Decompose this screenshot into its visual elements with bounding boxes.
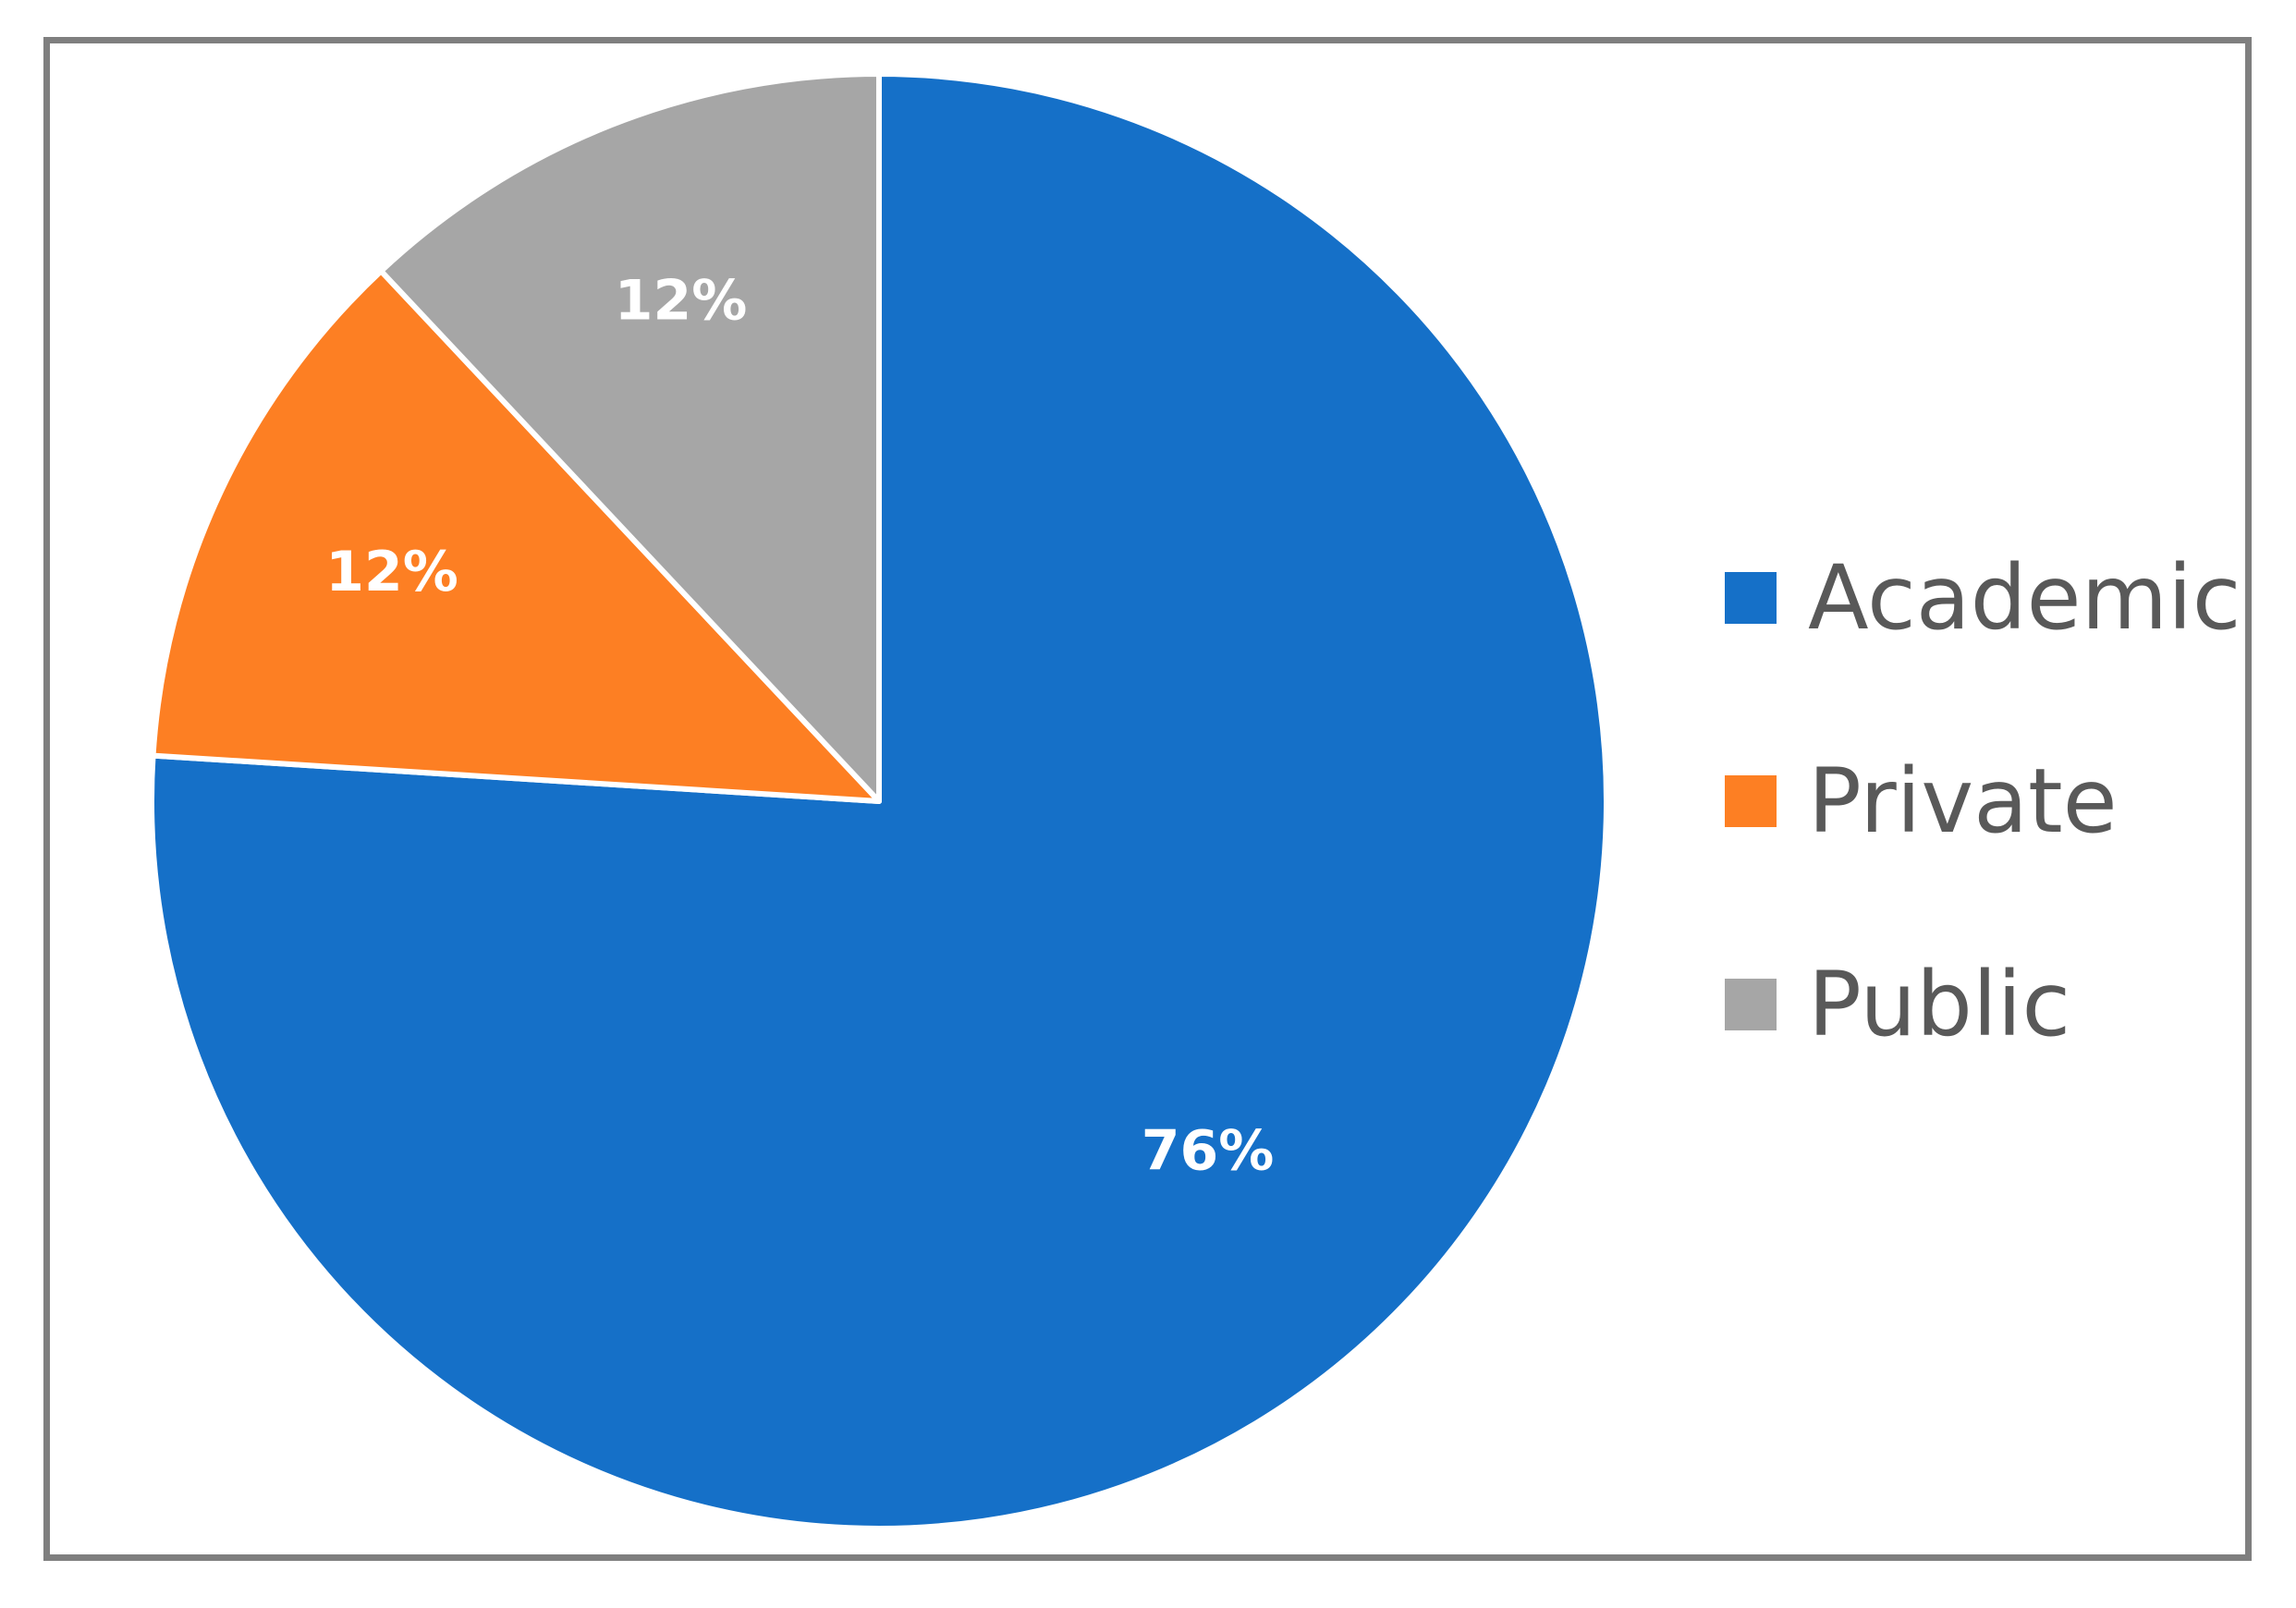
legend-swatch-private	[1725, 775, 1777, 827]
pie-chart: 76% 12% 12%	[149, 71, 1609, 1531]
legend-swatch-public	[1725, 979, 1777, 1030]
legend-item-academic: Academic	[1725, 496, 2241, 700]
legend-label-private: Private	[1808, 749, 2118, 853]
data-label-academic: 76%	[1142, 1119, 1275, 1184]
pie-slice-public	[378, 71, 882, 804]
legend-swatch-academic	[1725, 572, 1777, 624]
data-label-private: 12%	[325, 540, 458, 604]
legend-label-public: Public	[1808, 953, 2071, 1056]
chart-legend: Academic Private Public	[1725, 496, 2241, 1106]
data-label-public: 12%	[615, 269, 748, 334]
pie-slice-private	[150, 268, 882, 804]
legend-item-private: Private	[1725, 700, 2241, 903]
legend-label-academic: Academic	[1808, 546, 2241, 650]
legend-item-public: Public	[1725, 903, 2241, 1106]
chart-frame: 76% 12% 12% Academic Private Public	[43, 37, 2252, 1561]
